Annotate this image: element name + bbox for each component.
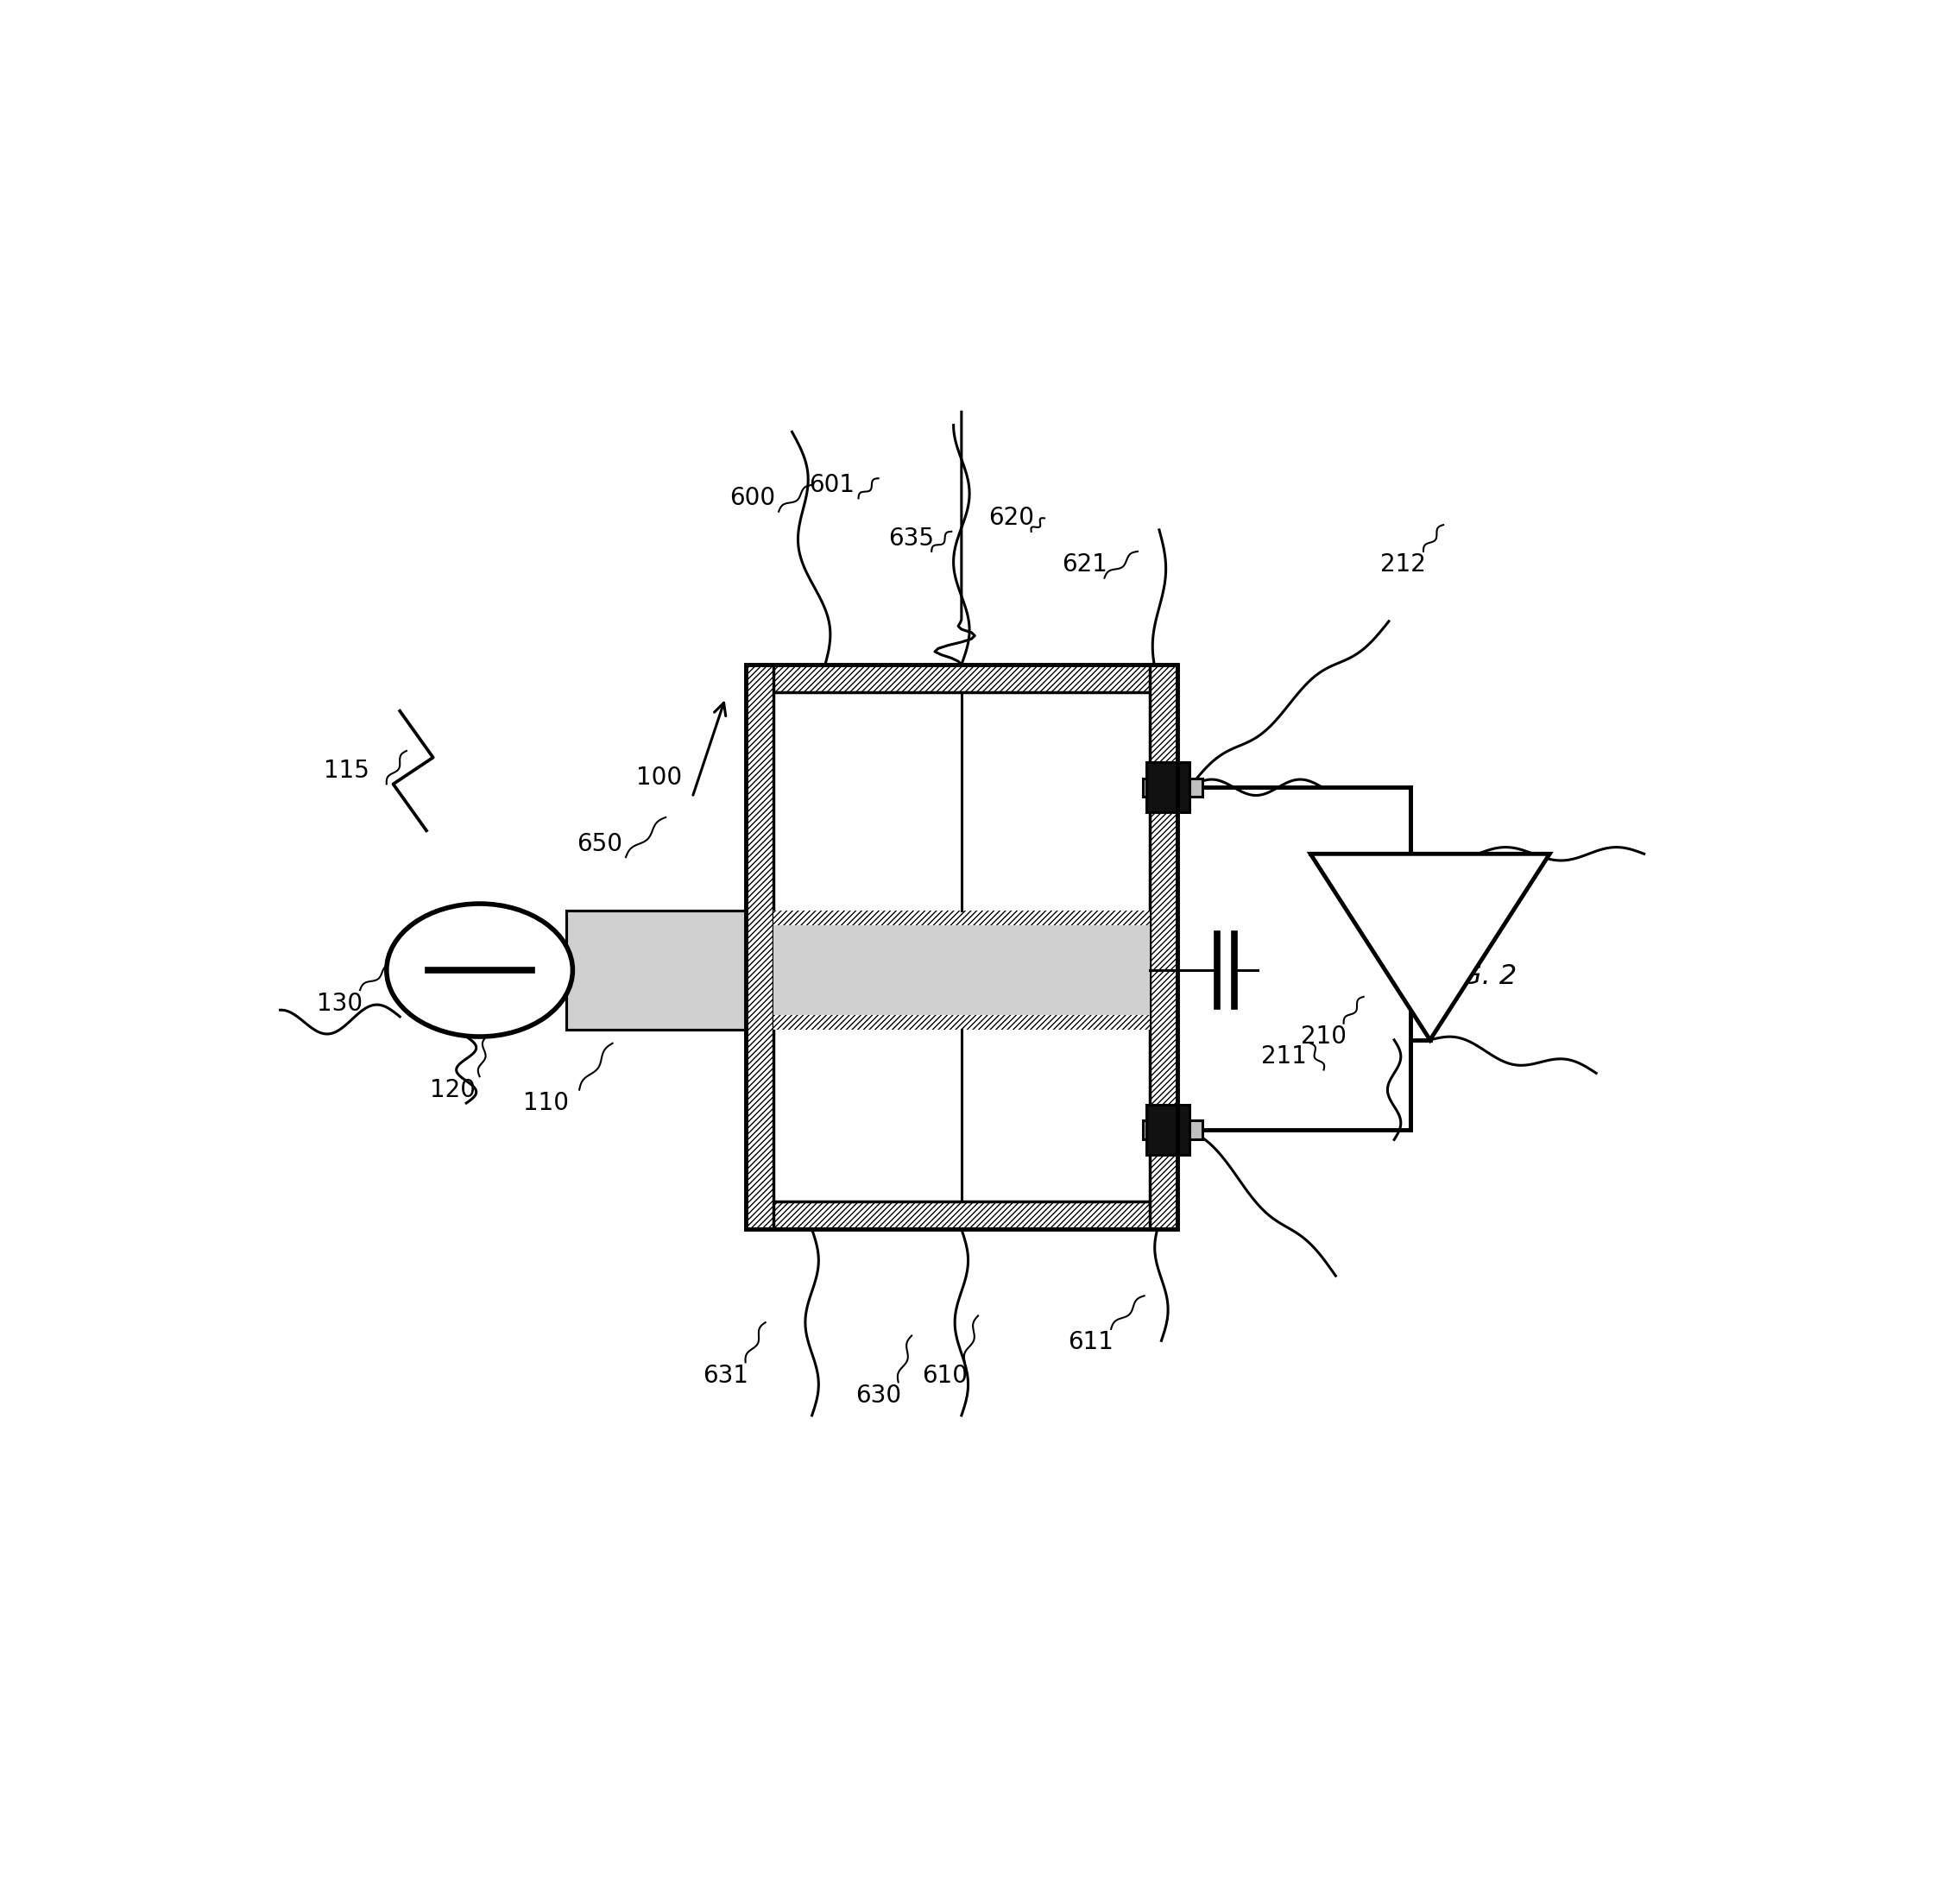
Bar: [746, 664, 1178, 693]
Text: 620: 620: [988, 506, 1034, 531]
Bar: [1143, 1120, 1203, 1139]
Bar: [773, 925, 1149, 1015]
Text: 130: 130: [318, 992, 362, 1015]
Text: 635: 635: [889, 526, 934, 550]
Text: 210: 210: [1302, 1024, 1346, 1049]
Text: 115: 115: [323, 758, 370, 783]
Text: 630: 630: [856, 1384, 901, 1407]
Text: 650: 650: [577, 832, 622, 857]
Bar: [746, 1201, 1178, 1230]
Text: 605: 605: [1061, 944, 1108, 969]
Bar: [773, 1015, 1149, 1030]
Ellipse shape: [387, 904, 573, 1036]
Text: 110: 110: [523, 1091, 569, 1116]
Bar: [773, 910, 1149, 925]
Text: 601: 601: [810, 472, 854, 497]
Bar: [1147, 1104, 1189, 1154]
Text: 212: 212: [1381, 552, 1426, 577]
Text: 100: 100: [635, 765, 682, 790]
Text: 621: 621: [1061, 552, 1108, 577]
Bar: [746, 664, 1178, 1230]
Bar: [1147, 762, 1189, 813]
Bar: [566, 910, 1178, 1030]
Text: 611: 611: [1069, 1331, 1114, 1354]
Text: 600: 600: [728, 486, 775, 510]
Bar: [773, 693, 1149, 1201]
Bar: [1149, 664, 1178, 1230]
Text: 610: 610: [922, 1363, 968, 1388]
Text: 631: 631: [703, 1363, 748, 1388]
Polygon shape: [1311, 853, 1550, 1040]
Text: 120: 120: [430, 1078, 477, 1102]
Text: 211: 211: [1261, 1045, 1307, 1068]
Text: FIG. 2: FIG. 2: [1437, 963, 1517, 990]
Bar: [746, 664, 773, 1230]
Bar: [566, 910, 746, 1030]
Bar: [1143, 779, 1203, 796]
